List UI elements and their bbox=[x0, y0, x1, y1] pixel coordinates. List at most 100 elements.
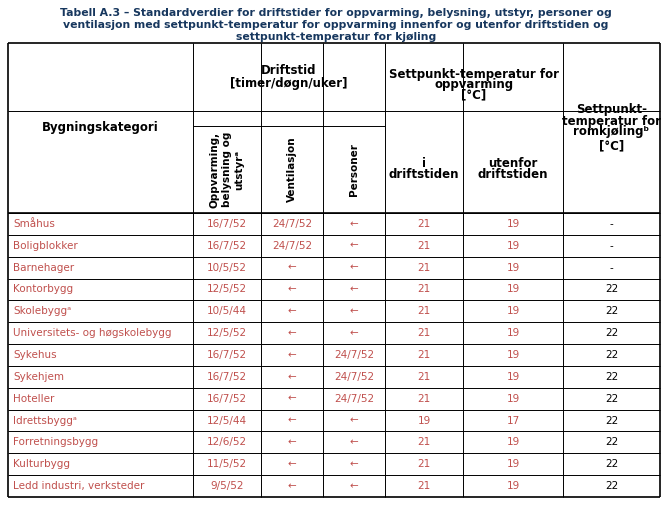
Text: Settpunkt-temperatur for: Settpunkt-temperatur for bbox=[389, 68, 559, 81]
Text: ventilasjon med settpunkt-temperatur for oppvarming innenfor og utenfor driftsti: ventilasjon med settpunkt-temperatur for… bbox=[63, 20, 609, 30]
Text: 24/7/52: 24/7/52 bbox=[334, 394, 374, 403]
Text: 21: 21 bbox=[417, 307, 431, 316]
Text: Småhus: Småhus bbox=[13, 219, 55, 229]
Text: 19: 19 bbox=[507, 437, 519, 447]
Text: ←: ← bbox=[349, 481, 358, 491]
Text: ←: ← bbox=[349, 284, 358, 294]
Text: ←: ← bbox=[288, 263, 296, 273]
Text: 19: 19 bbox=[507, 307, 519, 316]
Text: 22: 22 bbox=[605, 481, 618, 491]
Text: 19: 19 bbox=[507, 481, 519, 491]
Text: Personer: Personer bbox=[349, 143, 359, 196]
Text: 12/6/52: 12/6/52 bbox=[207, 437, 247, 447]
Text: ←: ← bbox=[349, 459, 358, 469]
Text: 10/5/44: 10/5/44 bbox=[207, 307, 247, 316]
Text: 19: 19 bbox=[507, 284, 519, 294]
Text: romkjølingᵇ: romkjølingᵇ bbox=[573, 126, 650, 138]
Text: 24/7/52: 24/7/52 bbox=[272, 241, 312, 251]
Text: ←: ← bbox=[349, 416, 358, 426]
Text: 22: 22 bbox=[605, 307, 618, 316]
Text: [°C]: [°C] bbox=[462, 88, 487, 101]
Text: 19: 19 bbox=[507, 328, 519, 338]
Text: 17: 17 bbox=[507, 416, 519, 426]
Text: Kulturbygg: Kulturbygg bbox=[13, 459, 70, 469]
Text: 22: 22 bbox=[605, 394, 618, 403]
Text: 12/5/52: 12/5/52 bbox=[207, 284, 247, 294]
Text: 22: 22 bbox=[605, 372, 618, 382]
Text: 19: 19 bbox=[507, 459, 519, 469]
Text: 21: 21 bbox=[417, 372, 431, 382]
Text: [°C]: [°C] bbox=[599, 139, 624, 153]
Text: 21: 21 bbox=[417, 394, 431, 403]
Text: ←: ← bbox=[349, 307, 358, 316]
Text: 21: 21 bbox=[417, 263, 431, 273]
Text: -: - bbox=[610, 241, 614, 251]
Text: ←: ← bbox=[288, 350, 296, 360]
Text: Sykehus: Sykehus bbox=[13, 350, 56, 360]
Text: Idrettsbyggᵃ: Idrettsbyggᵃ bbox=[13, 416, 77, 426]
Text: i: i bbox=[422, 157, 426, 170]
Text: 21: 21 bbox=[417, 350, 431, 360]
Text: -: - bbox=[610, 219, 614, 229]
Text: Universitets- og høgskolebygg: Universitets- og høgskolebygg bbox=[13, 328, 171, 338]
Text: driftstiden: driftstiden bbox=[478, 168, 548, 181]
Text: -: - bbox=[610, 263, 614, 273]
Text: Ventilasjon: Ventilasjon bbox=[287, 137, 297, 203]
Bar bbox=[8, 43, 660, 497]
Text: ←: ← bbox=[288, 459, 296, 469]
Text: driftstiden: driftstiden bbox=[388, 168, 459, 181]
Text: 21: 21 bbox=[417, 241, 431, 251]
Text: 11/5/52: 11/5/52 bbox=[207, 459, 247, 469]
Text: Driftstid: Driftstid bbox=[261, 65, 317, 77]
Text: 10/5/52: 10/5/52 bbox=[207, 263, 247, 273]
Text: settpunkt-temperatur for kjøling: settpunkt-temperatur for kjøling bbox=[236, 32, 436, 42]
Text: 19: 19 bbox=[507, 394, 519, 403]
Text: 19: 19 bbox=[507, 372, 519, 382]
Text: 16/7/52: 16/7/52 bbox=[207, 372, 247, 382]
Text: 9/5/52: 9/5/52 bbox=[210, 481, 244, 491]
Text: ←: ← bbox=[349, 219, 358, 229]
Text: 19: 19 bbox=[507, 263, 519, 273]
Text: 22: 22 bbox=[605, 284, 618, 294]
Text: 19: 19 bbox=[507, 219, 519, 229]
Text: ←: ← bbox=[288, 481, 296, 491]
Text: Forretningsbygg: Forretningsbygg bbox=[13, 437, 98, 447]
Text: 21: 21 bbox=[417, 481, 431, 491]
Text: 19: 19 bbox=[507, 350, 519, 360]
Text: ←: ← bbox=[288, 372, 296, 382]
Text: Kontorbygg: Kontorbygg bbox=[13, 284, 73, 294]
Text: Boligblokker: Boligblokker bbox=[13, 241, 78, 251]
Text: ←: ← bbox=[349, 263, 358, 273]
Text: 21: 21 bbox=[417, 437, 431, 447]
Text: Barnehager: Barnehager bbox=[13, 263, 74, 273]
Text: 22: 22 bbox=[605, 437, 618, 447]
Text: 21: 21 bbox=[417, 328, 431, 338]
Text: ←: ← bbox=[349, 328, 358, 338]
Text: 24/7/52: 24/7/52 bbox=[272, 219, 312, 229]
Text: 21: 21 bbox=[417, 219, 431, 229]
Text: 22: 22 bbox=[605, 416, 618, 426]
Text: 16/7/52: 16/7/52 bbox=[207, 241, 247, 251]
Text: utenfor: utenfor bbox=[489, 157, 538, 170]
Text: ←: ← bbox=[288, 416, 296, 426]
Text: Hoteller: Hoteller bbox=[13, 394, 54, 403]
Text: temperatur for: temperatur for bbox=[562, 115, 661, 127]
Text: 19: 19 bbox=[507, 241, 519, 251]
Text: ←: ← bbox=[288, 437, 296, 447]
Text: 16/7/52: 16/7/52 bbox=[207, 394, 247, 403]
Text: Tabell A.3 – Standardverdier for driftstider for oppvarming, belysning, utstyr, : Tabell A.3 – Standardverdier for driftst… bbox=[60, 8, 612, 18]
Text: 12/5/52: 12/5/52 bbox=[207, 328, 247, 338]
Text: oppvarming: oppvarming bbox=[434, 78, 513, 91]
Text: ←: ← bbox=[349, 241, 358, 251]
Text: 21: 21 bbox=[417, 459, 431, 469]
Text: ←: ← bbox=[349, 437, 358, 447]
Text: 12/5/44: 12/5/44 bbox=[207, 416, 247, 426]
Text: 16/7/52: 16/7/52 bbox=[207, 350, 247, 360]
Text: Oppvarming,
belysning og
utstyrᵃ: Oppvarming, belysning og utstyrᵃ bbox=[210, 131, 245, 208]
Text: 19: 19 bbox=[417, 416, 431, 426]
Text: ←: ← bbox=[288, 284, 296, 294]
Text: Skolebyggᵃ: Skolebyggᵃ bbox=[13, 307, 71, 316]
Text: 22: 22 bbox=[605, 350, 618, 360]
Text: ←: ← bbox=[288, 307, 296, 316]
Text: [timer/døgn/uker]: [timer/døgn/uker] bbox=[230, 76, 347, 89]
